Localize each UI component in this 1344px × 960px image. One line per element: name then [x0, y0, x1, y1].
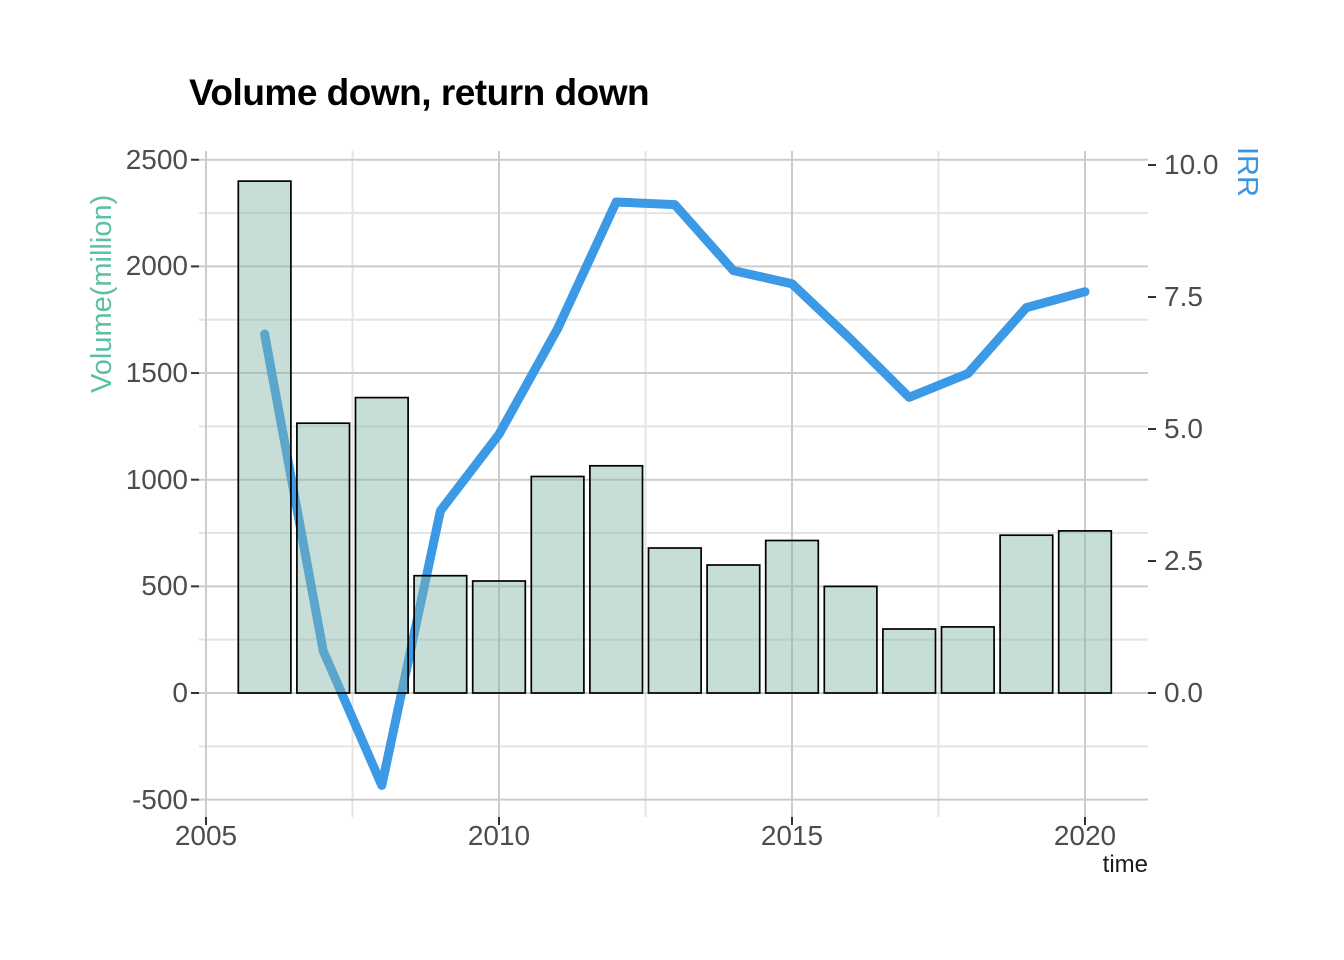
volume-bar	[999, 534, 1054, 694]
y-left-tick-label: 500	[141, 570, 188, 601]
y-left-axis-title: Volume(million)	[86, 194, 118, 393]
volume-bar	[589, 464, 644, 694]
volume-bar	[764, 539, 820, 694]
volume-bar	[296, 422, 351, 694]
volume-bar	[882, 628, 937, 694]
volume-bar	[823, 585, 878, 694]
volume-bar	[413, 574, 468, 694]
y-left-tick-label: 1500	[125, 357, 188, 388]
y-right-tick-label: 2.5	[1164, 545, 1203, 576]
y-left-tick-label: -500	[131, 784, 188, 815]
volume-bar	[706, 564, 761, 694]
x-tick-label: 2020	[1053, 820, 1117, 851]
y-right-tick-label: 5.0	[1164, 413, 1203, 444]
volume-bar	[940, 626, 995, 694]
volume-bar	[1057, 530, 1113, 694]
x-tick-label: 2015	[760, 820, 824, 851]
volume-bar	[354, 396, 409, 694]
y-left-tick-label: 0	[172, 677, 188, 708]
y-left-tick-label: 1000	[125, 464, 188, 495]
y-left-tick-label: 2000	[125, 250, 188, 281]
y-left-tick-label: 2500	[125, 144, 188, 175]
volume-bar	[530, 475, 585, 694]
x-tick-label: 2010	[467, 820, 531, 851]
x-tick-label: 2005	[174, 820, 238, 851]
x-axis-title: time	[1102, 851, 1148, 878]
volume-bar	[471, 580, 527, 694]
y-right-tick-label: 0.0	[1164, 677, 1203, 708]
y-right-tick-label: 10.0	[1164, 149, 1219, 180]
y-right-axis-title: IRR	[1231, 147, 1263, 197]
volume-bar	[237, 180, 292, 694]
chart-title: Volume down, return down	[189, 72, 650, 113]
volume-bar	[647, 547, 702, 694]
y-right-tick-label: 7.5	[1164, 281, 1203, 312]
irr-line	[260, 197, 1090, 790]
